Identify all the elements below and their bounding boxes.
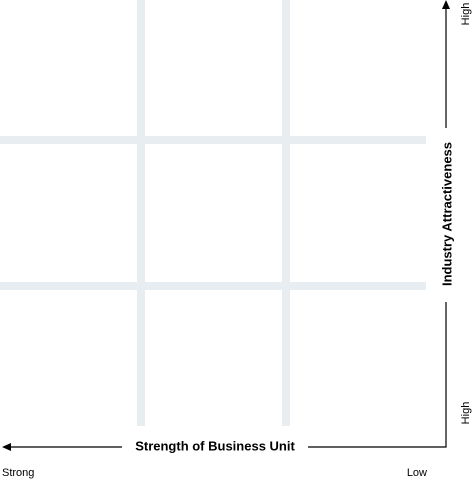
x-axis-label: Strength of Business Unit bbox=[135, 438, 295, 453]
x-axis-left-label: Strong bbox=[2, 467, 34, 479]
x-axis-right-label: Low bbox=[407, 467, 427, 479]
y-axis-bottom-label: High bbox=[460, 402, 472, 425]
axis-corner-line bbox=[308, 302, 447, 448]
x-axis-arrow bbox=[2, 443, 11, 451]
y-axis-top-label: High bbox=[460, 3, 472, 26]
matrix-grid bbox=[0, 0, 426, 426]
y-axis-arrow bbox=[442, 0, 450, 9]
y-axis-label: Industry Attractiveness bbox=[439, 142, 454, 286]
axes bbox=[2, 0, 450, 451]
